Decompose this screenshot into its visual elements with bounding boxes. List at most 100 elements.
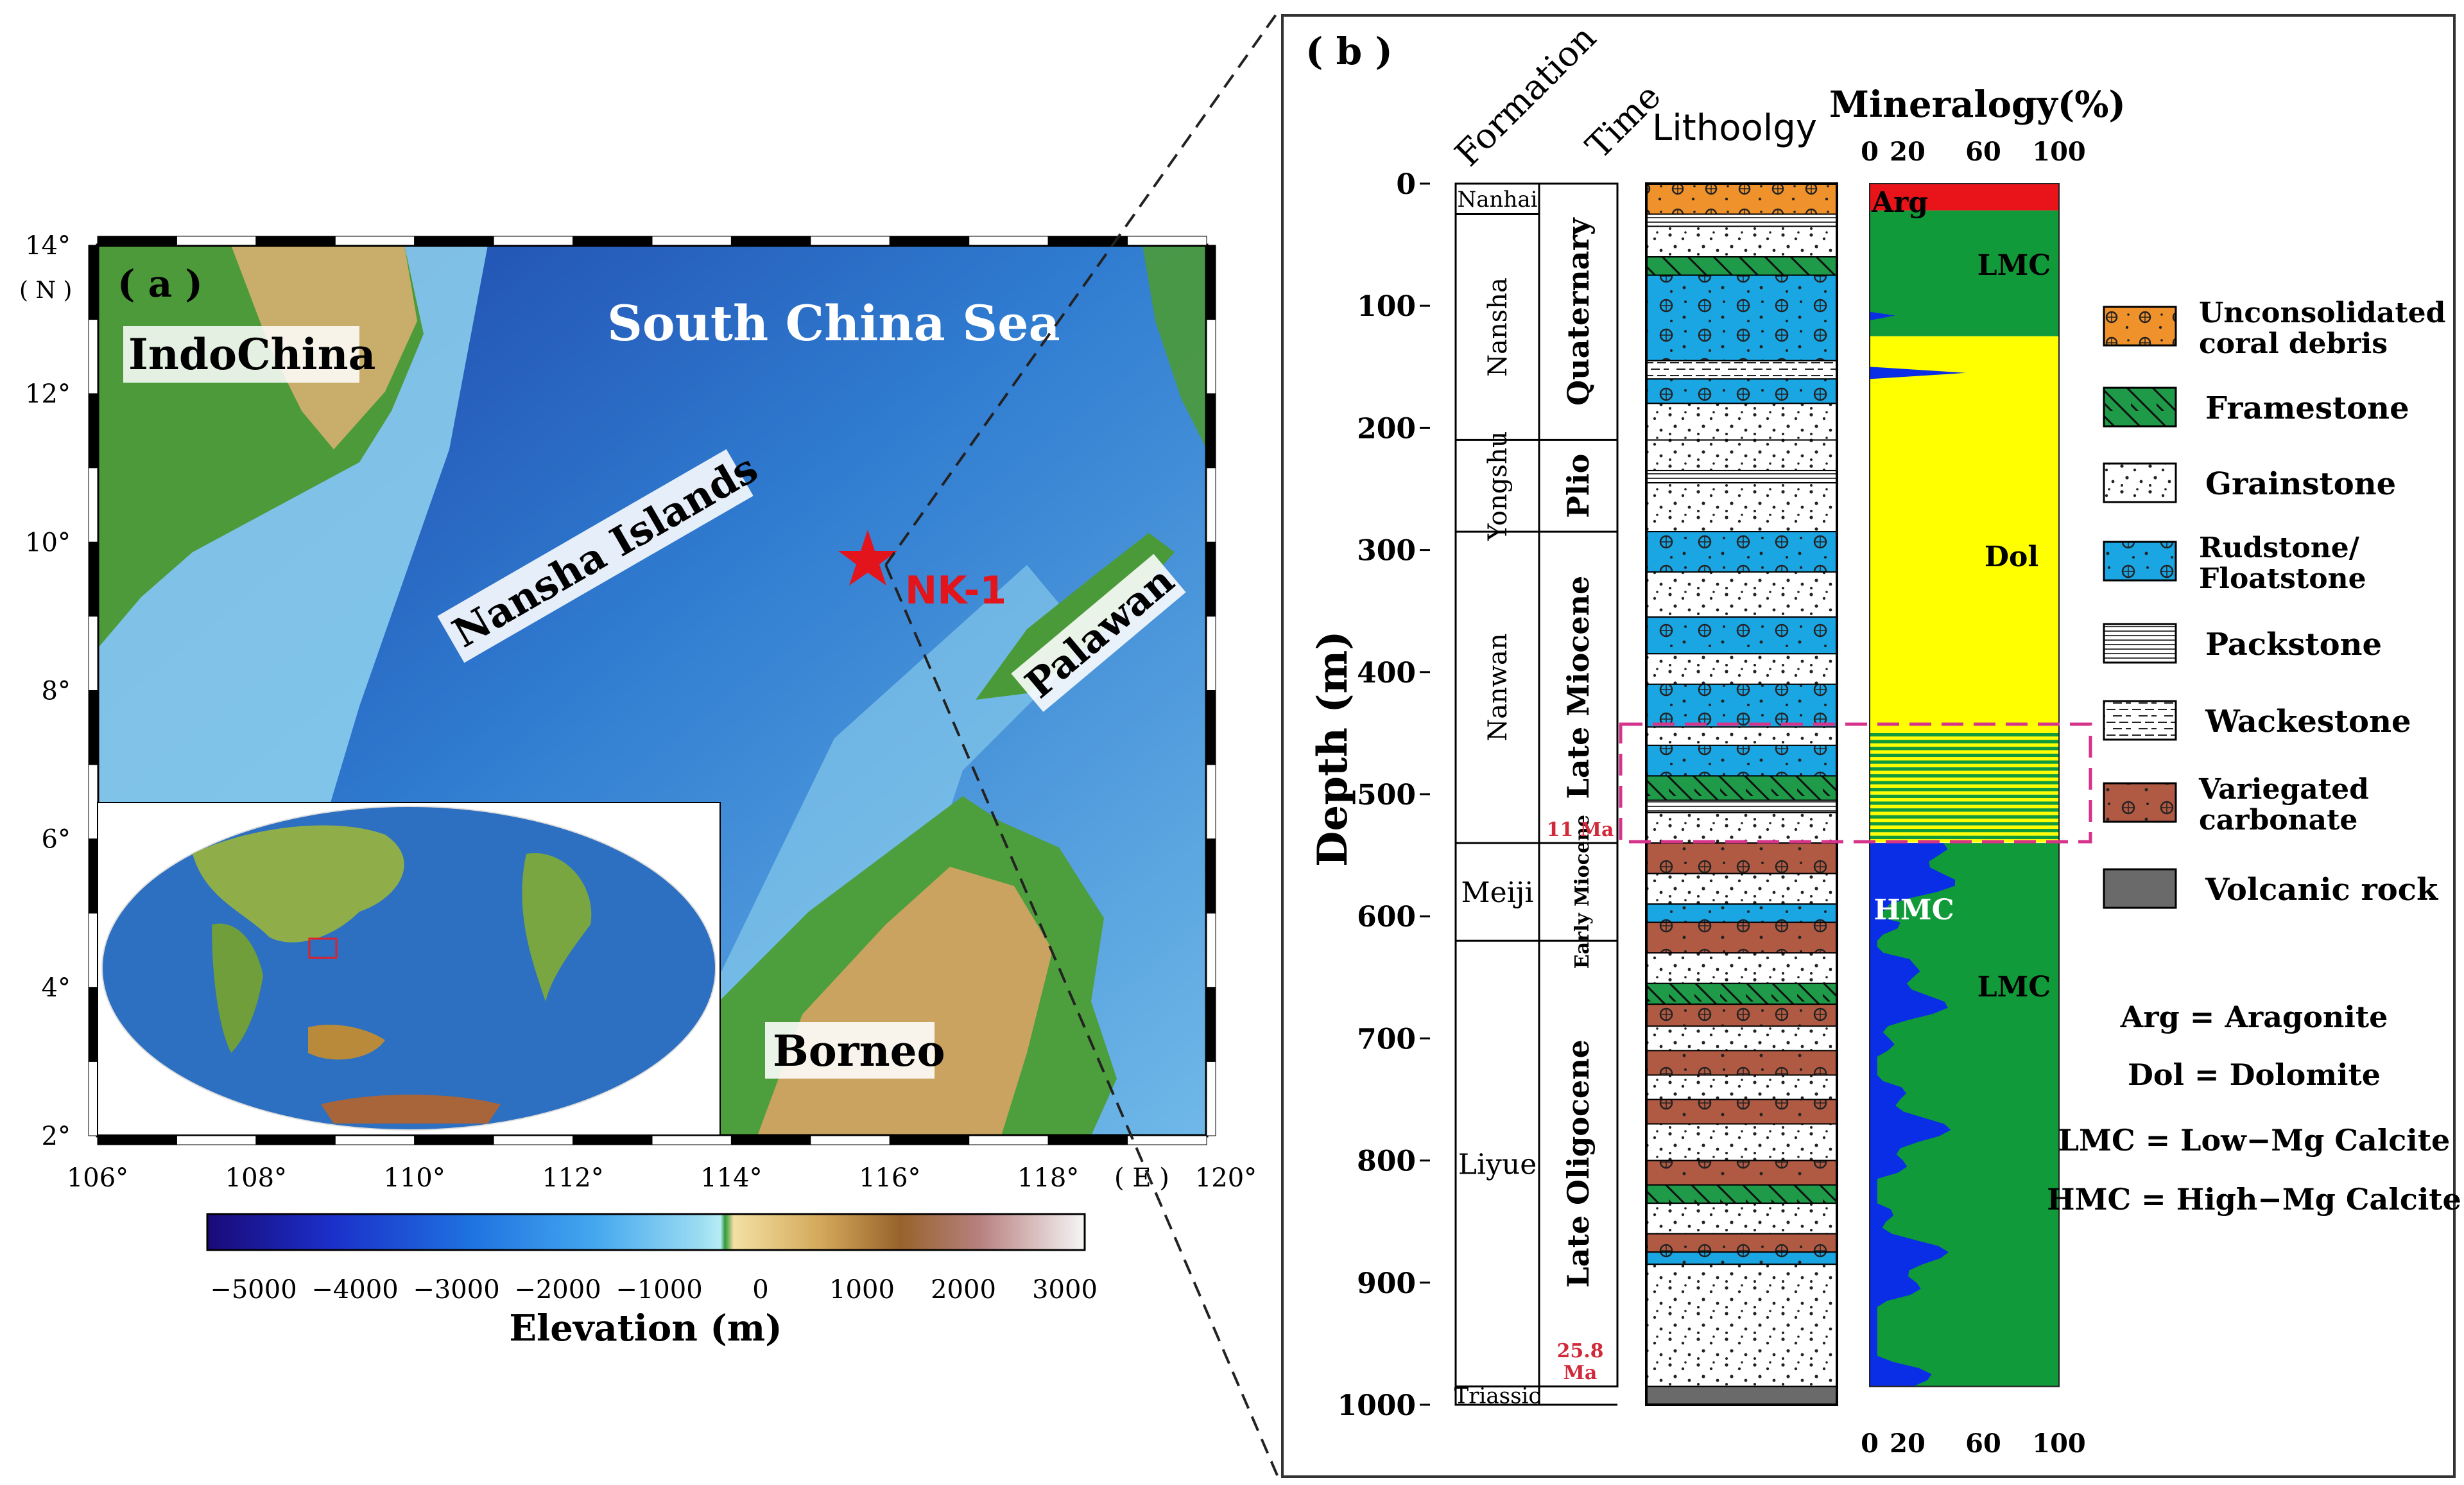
border-segment	[493, 236, 574, 246]
time-name: Quaternary	[1561, 217, 1596, 406]
formation-name: Nansha	[1483, 277, 1513, 377]
mineral-tick-bottom: 20	[1890, 1429, 1926, 1459]
border-segment	[255, 1135, 336, 1145]
mixed-band	[1870, 812, 2059, 815]
borneo-label: Borneo	[773, 1026, 945, 1076]
latitude-tick-label: 10°	[25, 528, 71, 557]
abbreviation-line: Dol = Dolomite	[2128, 1057, 2381, 1092]
mixed-band	[1870, 740, 2059, 743]
lithology-layer	[1646, 653, 1838, 685]
border-segment	[730, 1135, 811, 1145]
mineralogy-column	[1869, 183, 2060, 1387]
border-segment	[88, 764, 98, 840]
formation-header: Formation	[1447, 17, 1604, 174]
mixed-band	[1870, 747, 2059, 751]
border-segment	[88, 838, 98, 914]
mixed-band	[1870, 763, 2059, 768]
mixed-band	[1870, 835, 2059, 839]
mineralogy-frame	[1869, 183, 2060, 1387]
panel-a-label: ( a )	[117, 262, 203, 306]
lmc-upper-zone	[1870, 210, 2059, 336]
border-segment	[88, 319, 98, 394]
mixed-band	[1870, 808, 2059, 812]
border-segment	[810, 1135, 890, 1145]
hmc-spikes	[1870, 311, 1966, 379]
lithology-layer	[1646, 531, 1838, 573]
depth-axis-label: Depth (m)	[1309, 630, 1357, 867]
mixed-band	[1870, 736, 2059, 740]
border-segment	[1206, 838, 1216, 914]
lithology-layer	[1646, 1074, 1838, 1100]
lithology-layer	[1646, 683, 1838, 728]
mixed-band	[1870, 770, 2059, 774]
lithology-layer	[1646, 799, 1838, 813]
colorbar-tick-label: 0	[752, 1275, 768, 1305]
border-segment	[1206, 541, 1216, 617]
time-name: Late Oligocene	[1561, 1039, 1596, 1288]
time-name: Late Miocene	[1561, 576, 1596, 799]
border-segment	[1206, 616, 1216, 691]
aragonite-zone	[1870, 184, 2059, 211]
legend-swatch-coral	[2103, 306, 2177, 347]
lithology-layer	[1646, 1233, 1838, 1253]
legend-swatch-grain	[2103, 462, 2177, 503]
depth-tick-label: 700	[1357, 1023, 1416, 1055]
colorbar-tick-label: 1000	[829, 1275, 895, 1305]
formation-name: Nanhai	[1458, 187, 1538, 213]
longitude-tick-label: 108°	[225, 1163, 287, 1193]
mineral-label-dol: Dol	[1985, 541, 2038, 573]
mixed-band	[1870, 788, 2059, 792]
leader-line-top	[884, 12, 1279, 566]
depth-tick-label: 400	[1357, 657, 1416, 690]
colorbar-ticks: −5000 −4000 −3000 −2000 −1000 0 1000 2000 3000	[210, 1275, 1098, 1305]
latitude-tick-label: 8°	[42, 677, 71, 706]
mixed-band	[1870, 743, 2059, 747]
mixed-band	[1870, 801, 2059, 805]
depth-tick-label: 900	[1357, 1267, 1416, 1300]
border-segment	[88, 616, 98, 691]
lithology-layer	[1646, 1050, 1838, 1076]
dolomite-zone	[1870, 336, 2059, 733]
colorbar-label: Elevation (m)	[509, 1307, 782, 1350]
mineral-tick-top: 100	[2032, 137, 2086, 167]
time-frame	[1538, 182, 1619, 1387]
border-segment	[1127, 236, 1207, 246]
mixed-band	[1870, 815, 2059, 819]
panel-b-label: ( b )	[1305, 30, 1393, 73]
lithology-layer	[1646, 616, 1838, 655]
mineral-tick-top: 0	[1861, 137, 1879, 167]
mixed-band	[1870, 784, 2059, 788]
border-segment	[1206, 764, 1216, 840]
mixed-band	[1870, 798, 2059, 802]
legend-label: Packstone	[2205, 627, 2382, 663]
border-segment	[889, 1135, 970, 1145]
lithology-layer	[1646, 571, 1838, 618]
legend-label: Grainstone	[2205, 466, 2396, 502]
lithology-layer	[1646, 469, 1838, 483]
border-segment	[414, 236, 494, 246]
palawan-land	[976, 533, 1175, 700]
lithology-layer	[1646, 1159, 1838, 1186]
age-mark-11: 11 Ma	[1547, 819, 1614, 841]
legend-swatch-vari	[2103, 782, 2177, 823]
mixed-band	[1870, 791, 2059, 795]
mixed-band	[1870, 767, 2059, 771]
depth-tick-label: 100	[1357, 290, 1416, 323]
colorbar-tick-label: 3000	[1032, 1275, 1098, 1305]
mixed-band	[1870, 804, 2059, 809]
lithology-layer	[1646, 274, 1838, 361]
border-segment	[88, 1061, 98, 1136]
mineralogy-ticks: 0 0 20 20 60 60 100 100	[1861, 137, 2086, 1459]
border-segment	[334, 236, 415, 246]
legend-label: Framestone	[2205, 390, 2409, 426]
inset-location-box	[308, 937, 338, 959]
mixed-band	[1870, 757, 2059, 761]
mixed-band	[1870, 825, 2059, 829]
borneo-label-group: Borneo	[765, 1022, 945, 1079]
legend-swatch-frame	[2103, 386, 2177, 428]
mixed-band	[1870, 733, 2059, 737]
mixed-band	[1870, 819, 2059, 822]
depth-tick-label: 0	[1396, 168, 1416, 201]
lithology-layer	[1646, 1025, 1838, 1052]
border-segment	[97, 236, 177, 246]
